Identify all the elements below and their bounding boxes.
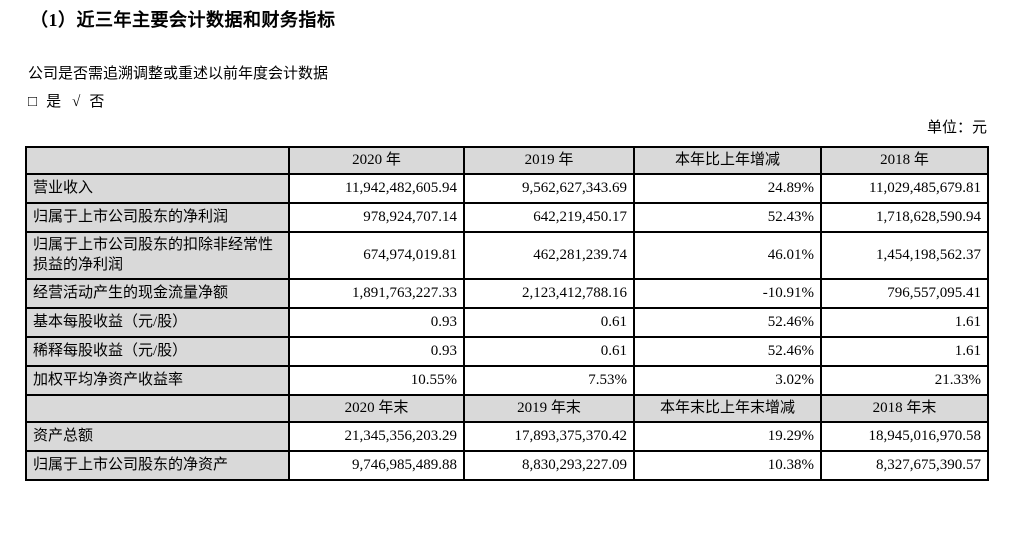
year-header-cell: 2018 年 — [820, 146, 989, 175]
row-label-cell: 归属于上市公司股东的扣除非经常性损益的净利润 — [25, 231, 290, 280]
value-cell: 46.01% — [633, 231, 822, 280]
value-cell: 24.89% — [633, 173, 822, 204]
value-cell: 796,557,095.41 — [820, 277, 989, 309]
value-cell: 21.33% — [820, 364, 989, 396]
row-label-cell: 加权平均净资产收益率 — [25, 364, 290, 396]
value-cell: 8,327,675,390.57 — [820, 449, 989, 481]
year-end-header-cell: 2019 年末 — [463, 393, 635, 423]
row-label-cell: 基本每股收益（元/股） — [25, 306, 290, 338]
value-cell: 462,281,239.74 — [463, 231, 635, 280]
page-title: （1）近三年主要会计数据和财务指标 — [30, 10, 336, 30]
value-cell: 0.93 — [288, 306, 465, 338]
value-cell: 1,454,198,562.37 — [820, 231, 989, 280]
value-cell: 978,924,707.14 — [288, 202, 465, 233]
yes-label: 是 — [46, 94, 62, 110]
restatement-question: 公司是否需追溯调整或重述以前年度会计数据 — [28, 66, 329, 82]
checkbox-unchecked-icon: □ — [28, 94, 38, 110]
financial-indicators-table: 2020 年 2019 年 本年比上年增减 2018 年 营业收入 11,942… — [25, 146, 989, 481]
restatement-answer: □ 是 √ 否 — [28, 90, 115, 111]
row-label-cell: 归属于上市公司股东的净利润 — [25, 202, 290, 233]
yoy-end-change-header-cell: 本年末比上年末增减 — [633, 393, 822, 423]
value-cell: 0.61 — [463, 335, 635, 367]
table-row-weighted-roe: 加权平均净资产收益率 10.55% 7.53% 3.02% 21.33% — [25, 364, 989, 396]
checkmark-icon: √ — [72, 94, 81, 110]
table-row-total-assets: 资产总额 21,345,356,203.29 17,893,375,370.42… — [25, 420, 989, 452]
row-label-cell: 经营活动产生的现金流量净额 — [25, 277, 290, 309]
table-row-revenue: 营业收入 11,942,482,605.94 9,562,627,343.69 … — [25, 173, 989, 204]
value-cell: 1.61 — [820, 306, 989, 338]
value-cell: 674,974,019.81 — [288, 231, 465, 280]
value-cell: 9,746,985,489.88 — [288, 449, 465, 481]
value-cell: 7.53% — [463, 364, 635, 396]
row-label-cell: 归属于上市公司股东的净资产 — [25, 449, 290, 481]
value-cell: 10.55% — [288, 364, 465, 396]
value-cell: 19.29% — [633, 420, 822, 452]
value-cell: 2,123,412,788.16 — [463, 277, 635, 309]
value-cell: -10.91% — [633, 277, 822, 309]
value-cell: 17,893,375,370.42 — [463, 420, 635, 452]
corner-cell — [25, 146, 290, 175]
no-label: 否 — [89, 94, 105, 110]
table-row-diluted-eps: 稀释每股收益（元/股） 0.93 0.61 52.46% 1.61 — [25, 335, 989, 367]
value-cell: 1,718,628,590.94 — [820, 202, 989, 233]
value-cell: 21,345,356,203.29 — [288, 420, 465, 452]
value-cell: 8,830,293,227.09 — [463, 449, 635, 481]
value-cell: 52.46% — [633, 306, 822, 338]
table-row-net-profit: 归属于上市公司股东的净利润 978,924,707.14 642,219,450… — [25, 202, 989, 233]
value-cell: 642,219,450.17 — [463, 202, 635, 233]
year-header-cell: 2020 年 — [288, 146, 465, 175]
value-cell: 3.02% — [633, 364, 822, 396]
row-label-cell: 营业收入 — [25, 173, 290, 204]
table-row-net-profit-excl-nonrecurring: 归属于上市公司股东的扣除非经常性损益的净利润 674,974,019.81 46… — [25, 231, 989, 280]
value-cell: 9,562,627,343.69 — [463, 173, 635, 204]
year-header-cell: 2019 年 — [463, 146, 635, 175]
table-row-basic-eps: 基本每股收益（元/股） 0.93 0.61 52.46% 1.61 — [25, 306, 989, 338]
year-end-header-cell: 2020 年末 — [288, 393, 465, 423]
value-cell: 52.43% — [633, 202, 822, 233]
value-cell: 10.38% — [633, 449, 822, 481]
year-end-header-cell: 2018 年末 — [820, 393, 989, 423]
value-cell: 11,029,485,679.81 — [820, 173, 989, 204]
value-cell: 0.61 — [463, 306, 635, 338]
row-label-cell: 资产总额 — [25, 420, 290, 452]
year-end-header-row: 2020 年末 2019 年末 本年末比上年末增减 2018 年末 — [25, 393, 989, 423]
value-cell: 0.93 — [288, 335, 465, 367]
value-cell: 1.61 — [820, 335, 989, 367]
value-cell: 11,942,482,605.94 — [288, 173, 465, 204]
row-label-cell: 稀释每股收益（元/股） — [25, 335, 290, 367]
table-row-operating-cash-flow: 经营活动产生的现金流量净额 1,891,763,227.33 2,123,412… — [25, 277, 989, 309]
value-cell: 52.46% — [633, 335, 822, 367]
annual-header-row: 2020 年 2019 年 本年比上年增减 2018 年 — [25, 146, 989, 175]
value-cell: 1,891,763,227.33 — [288, 277, 465, 309]
corner-cell — [25, 393, 290, 423]
unit-label: 单位：元 — [926, 120, 987, 136]
table-row-net-assets: 归属于上市公司股东的净资产 9,746,985,489.88 8,830,293… — [25, 449, 989, 481]
yoy-change-header-cell: 本年比上年增减 — [633, 146, 822, 175]
value-cell: 18,945,016,970.58 — [820, 420, 989, 452]
